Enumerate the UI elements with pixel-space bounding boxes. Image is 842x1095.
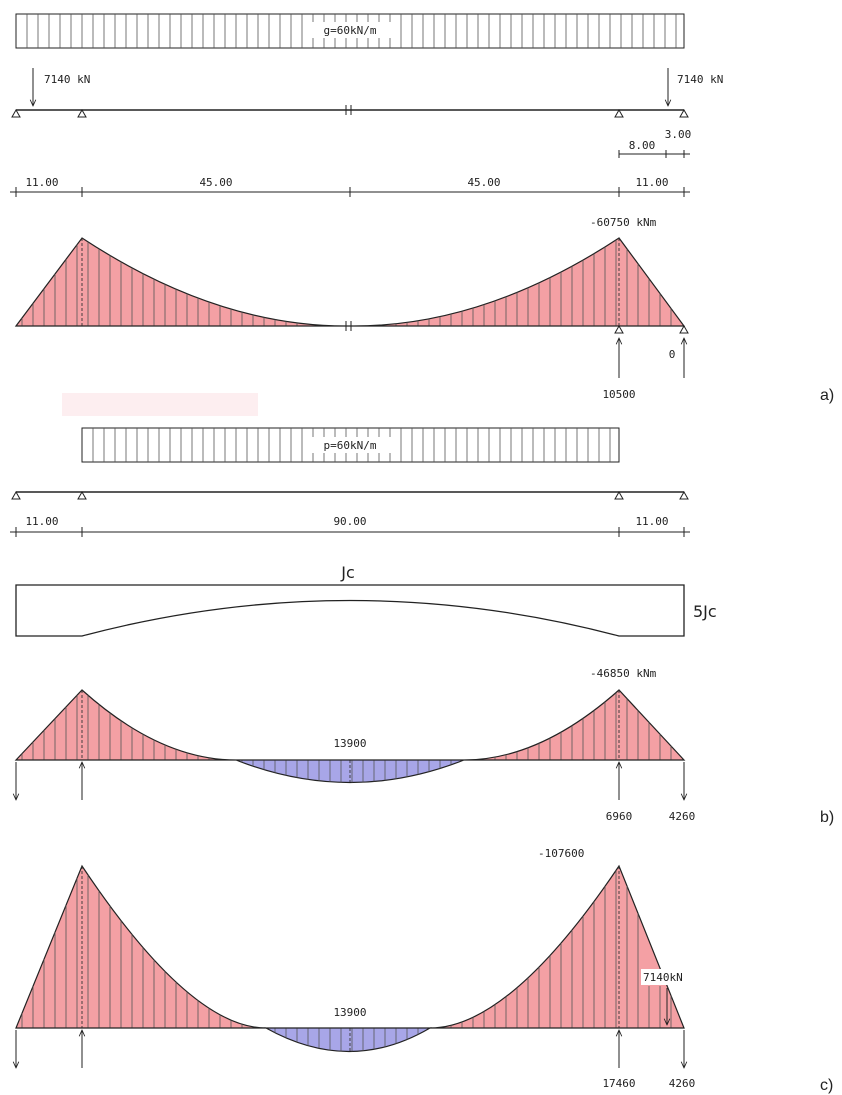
- highlight-strip: [62, 393, 258, 416]
- moment-label-a: -60750 kNm: [590, 216, 657, 229]
- panel-a: g=60kN/m 7140 kN 7140 kN 8.00 3.00: [10, 13, 834, 404]
- span-dimension-line-b: 11.00 90.00 11.00: [10, 515, 690, 537]
- panel-c: -107600 13900 7140kN 17460 4260 c): [16, 847, 833, 1094]
- load-block-g: g=60kN/m: [15, 13, 685, 49]
- span-b-2: 90.00: [333, 515, 366, 528]
- load-label-g: g=60kN/m: [324, 24, 377, 37]
- reaction-a-support: 10500: [602, 388, 635, 401]
- span-b-3: 11.00: [635, 515, 668, 528]
- case-label-c: c): [820, 1077, 833, 1094]
- case-label-a: a): [820, 387, 834, 404]
- supports-b: [11, 490, 689, 500]
- force-label-c: 7140kN: [643, 971, 683, 984]
- positive-label-c: 13900: [333, 1006, 366, 1019]
- span-a-3: 45.00: [467, 176, 500, 189]
- load-block-p: p=60kN/m: [81, 427, 620, 463]
- moment-diagram-a: [14, 237, 689, 334]
- inertia-label-mid: Jc: [340, 563, 355, 582]
- reaction-b-support: 6960: [606, 810, 633, 823]
- sub-dim-1: 8.00: [629, 139, 656, 152]
- moment-label-b: -46850 kNm: [590, 667, 657, 680]
- reaction-b-end: 4260: [669, 810, 696, 823]
- span-a-4: 11.00: [635, 176, 668, 189]
- sub-dimension-line: 8.00 3.00: [618, 128, 692, 158]
- span-a-2: 45.00: [199, 176, 232, 189]
- supports-a: [11, 108, 689, 118]
- moment-label-c: -107600: [538, 847, 584, 860]
- girder-elevation: [15, 584, 685, 637]
- moment-diagram-b: [14, 689, 686, 784]
- positive-label-b: 13900: [333, 737, 366, 750]
- panel-b: p=60kN/m 11.00 90.00 11.00 Jc 5Jc: [10, 427, 834, 826]
- span-dimension-line-a: 11.00 45.00 45.00 11.00: [10, 176, 690, 197]
- span-b-1: 11.00: [25, 515, 58, 528]
- load-label-p: p=60kN/m: [324, 439, 377, 452]
- moment-diagram-c: [15, 864, 685, 1053]
- end-force-left-label: 7140 kN: [44, 73, 90, 86]
- reaction-a-end: 0: [669, 348, 676, 361]
- reaction-c-support: 17460: [602, 1077, 635, 1090]
- reaction-c-end: 4260: [669, 1077, 696, 1090]
- inertia-label-end: 5Jc: [693, 602, 717, 621]
- end-force-right-label: 7140 kN: [677, 73, 723, 86]
- case-label-b: b): [820, 809, 834, 826]
- sub-dim-2: 3.00: [665, 128, 692, 141]
- span-a-1: 11.00: [25, 176, 58, 189]
